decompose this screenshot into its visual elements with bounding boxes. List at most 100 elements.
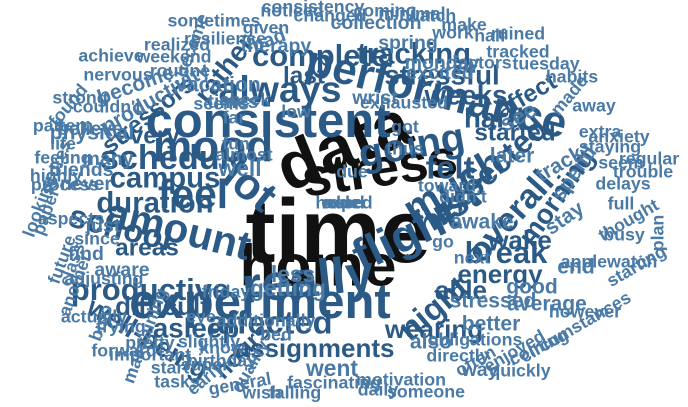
- cloud-word: started: [474, 119, 555, 146]
- cloud-word: schedule: [100, 139, 248, 177]
- cloud-word: felt: [426, 149, 475, 186]
- cloud-word: home: [240, 234, 397, 299]
- cloud-word: difficult: [115, 291, 209, 321]
- cloud-word: daily: [358, 380, 399, 400]
- cloud-word: exhausted: [360, 93, 448, 113]
- cloud-word: went: [305, 355, 358, 381]
- cloud-word: changed: [293, 6, 366, 26]
- cloud-word: seem: [598, 153, 643, 173]
- cloud-word: falling: [269, 383, 321, 403]
- cloud-word: motivation: [356, 370, 446, 390]
- cloud-word: strong: [52, 88, 107, 108]
- cloud-word: forward: [91, 341, 156, 361]
- cloud-word: staying: [579, 137, 641, 157]
- cloud-word: life: [50, 134, 76, 154]
- cloud-word: next: [454, 248, 491, 268]
- cloud-word: ruined: [491, 24, 545, 44]
- cloud-word: time: [245, 182, 430, 282]
- cloud-word: factors: [452, 53, 511, 73]
- cloud-word: affected: [208, 304, 333, 341]
- cloud-word: know: [199, 338, 245, 358]
- cloud-word: away: [572, 96, 616, 116]
- cloud-word: pattern: [33, 116, 93, 136]
- cloud-word: spring: [378, 32, 438, 54]
- cloud-word: almost: [215, 145, 272, 165]
- cloud-word: need: [323, 193, 365, 213]
- cloud-word: delays: [595, 174, 650, 194]
- cloud-word: habits: [546, 67, 598, 87]
- cloud-word: full: [608, 194, 635, 214]
- cloud-word: coming: [353, 1, 416, 21]
- cloud-word: monday: [405, 52, 480, 74]
- cloud-word: duration: [96, 187, 213, 220]
- cloud-word: half: [474, 26, 506, 46]
- cloud-word: regular: [619, 149, 679, 169]
- cloud-word: feeling: [34, 148, 91, 168]
- cloud-word: couldn't: [73, 97, 142, 117]
- cloud-word: aspects: [38, 209, 104, 229]
- cloud-word: every: [116, 122, 180, 149]
- cloud-word: consistent: [145, 94, 390, 148]
- cloud-word: assignments: [236, 333, 395, 363]
- cloud-word: pretty: [125, 333, 175, 353]
- cloud-word: watch: [405, 6, 456, 26]
- cloud-word: seems: [193, 94, 248, 114]
- cloud-word: slightly: [178, 332, 240, 352]
- cloud-word: less: [271, 261, 315, 287]
- cloud-word: quickly: [489, 361, 550, 381]
- cloud-word: sometimes: [168, 11, 261, 31]
- cloud-word: obligations: [428, 330, 523, 350]
- cloud-word: wish: [241, 383, 282, 403]
- cloud-word: toward: [418, 176, 476, 196]
- cloud-word: way: [461, 359, 499, 381]
- cloud-word: far: [223, 108, 246, 128]
- cloud-word: plan: [648, 215, 668, 252]
- cloud-word: tracked: [486, 42, 549, 62]
- cloud-word: important: [109, 345, 191, 365]
- cloud-word: campus: [110, 162, 221, 195]
- cloud-word: someone: [387, 382, 465, 402]
- cloud-word: given: [243, 18, 289, 38]
- cloud-word: find: [68, 243, 104, 265]
- cloud-word: however: [549, 302, 621, 322]
- cloud-word: wearing: [384, 314, 483, 344]
- cloud-word: complete: [252, 38, 388, 73]
- cloud-word: start: [151, 358, 190, 378]
- cloud-word: realized: [144, 35, 210, 55]
- cloud-word: order: [321, 193, 367, 213]
- cloud-word: nervous: [83, 65, 152, 85]
- cloud-word: awake: [450, 211, 514, 234]
- cloud-word: weeks: [423, 79, 507, 110]
- cloud-word: birthday: [187, 351, 257, 371]
- cloud-word: friday: [202, 282, 251, 302]
- cloud-word: trying: [96, 317, 145, 337]
- cloud-word: eye: [186, 307, 216, 327]
- cloud-word: highly: [30, 166, 82, 186]
- cloud-word: routine: [150, 61, 210, 81]
- cloud-word: vacation: [175, 74, 261, 97]
- cloud-word: make: [441, 15, 487, 35]
- cloud-word: tracking: [357, 38, 471, 71]
- cloud-word: many: [83, 148, 134, 170]
- cloud-word: average: [507, 293, 587, 316]
- cloud-word: productive: [71, 272, 229, 307]
- cloud-word: helped: [315, 193, 372, 213]
- cloud-word: actually: [61, 307, 127, 327]
- cloud-word: noticed: [260, 1, 323, 21]
- cloud-word: asleep: [153, 312, 239, 343]
- cloud-word: weekend: [135, 47, 211, 67]
- cloud-word: believe: [57, 118, 123, 140]
- cloud-word: better: [462, 313, 521, 336]
- cloud-word: due: [336, 162, 368, 182]
- cloud-word: excited: [406, 62, 473, 84]
- cloud-word: fun: [222, 134, 250, 154]
- cloud-word: friends: [48, 159, 113, 181]
- cloud-word: hard: [464, 102, 524, 133]
- cloud-word: areas: [115, 234, 179, 261]
- cloud-word: also: [410, 331, 452, 354]
- cloud-word: able: [435, 275, 487, 305]
- cloud-word: never: [60, 173, 112, 195]
- cloud-word: work: [431, 23, 474, 43]
- cloud-word: getting: [250, 275, 326, 301]
